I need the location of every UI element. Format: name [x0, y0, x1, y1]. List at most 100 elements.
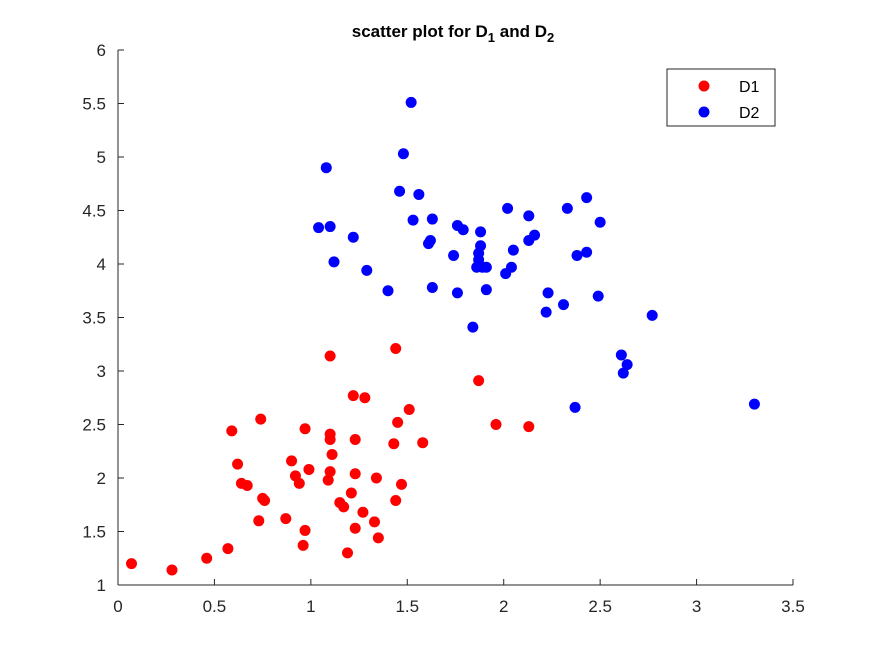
data-point-d1 — [324, 428, 336, 440]
chart-title-part: and D — [495, 22, 547, 41]
data-point-d2 — [328, 256, 340, 268]
data-point-d2 — [394, 185, 406, 197]
data-point-d2 — [505, 261, 517, 273]
data-point-d2 — [507, 244, 519, 256]
data-point-d1 — [222, 543, 234, 555]
data-point-d1 — [299, 524, 311, 536]
data-point-d1 — [342, 547, 353, 559]
data-point-d2 — [571, 249, 583, 261]
y-tick-label: 6 — [97, 41, 106, 60]
data-point-d1 — [293, 477, 305, 489]
data-point-d1 — [297, 539, 309, 551]
data-point-d2 — [457, 224, 469, 236]
data-point-d2 — [451, 287, 463, 299]
data-point-d1 — [255, 413, 267, 425]
data-point-d1 — [349, 433, 361, 445]
x-tick-label: 2 — [499, 597, 508, 616]
data-point-d2 — [617, 367, 629, 379]
data-point-d1 — [490, 419, 502, 430]
data-point-d2 — [561, 202, 573, 214]
data-point-d2 — [407, 214, 419, 226]
data-point-d2 — [581, 192, 593, 204]
data-point-d1 — [201, 552, 213, 564]
data-point-d1 — [473, 375, 485, 387]
data-points — [126, 96, 760, 576]
data-point-d1 — [232, 458, 244, 470]
data-point-d1 — [338, 501, 350, 513]
data-point-d2 — [523, 210, 535, 222]
legend-marker-d1 — [698, 80, 710, 92]
data-point-d1 — [396, 478, 407, 490]
data-point-d1 — [390, 343, 402, 355]
y-tick-label: 5 — [97, 148, 106, 167]
x-tick-label: 3.5 — [781, 597, 805, 616]
data-point-d2 — [558, 299, 569, 311]
y-tick-label: 1 — [97, 576, 106, 595]
legend-label-d2: D2 — [739, 105, 760, 122]
x-tick-label: 1 — [306, 597, 315, 616]
data-point-d2 — [347, 231, 359, 243]
data-point-d1 — [299, 423, 311, 435]
y-tick-label: 3.5 — [82, 309, 106, 328]
series-d2 — [313, 96, 760, 413]
data-point-d1 — [390, 494, 402, 506]
data-point-d1 — [359, 392, 371, 404]
data-point-d1 — [326, 448, 338, 460]
data-point-d1 — [417, 437, 429, 449]
data-point-d1 — [388, 438, 400, 450]
data-point-d2 — [426, 213, 438, 225]
data-point-d2 — [320, 162, 332, 174]
x-tick-label: 3 — [692, 597, 701, 616]
data-point-d2 — [405, 96, 417, 108]
chart-title-part: 1 — [488, 30, 495, 45]
x-tick-label: 0 — [113, 597, 122, 616]
data-point-d2 — [615, 349, 627, 361]
axes: 0 0.5 1 1.5 2 2.5 3 3.5 1 1.5 2 2.5 3 3.5 4 4.5 5 5.5 6 — [82, 41, 804, 616]
y-tick-label: 1.5 — [82, 523, 106, 542]
data-point-d2 — [542, 287, 554, 299]
data-point-d2 — [426, 282, 438, 294]
data-point-d1 — [226, 425, 238, 437]
y-tick-label: 4.5 — [82, 202, 106, 221]
data-point-d1 — [253, 515, 265, 527]
data-point-d2 — [594, 216, 606, 228]
data-point-d1 — [322, 474, 334, 486]
data-point-d2 — [480, 284, 492, 296]
chart-title-part: scatter plot for D — [352, 22, 488, 41]
y-tick-label: 4 — [97, 255, 106, 274]
data-point-d2 — [569, 401, 581, 413]
x-tick-label: 1.5 — [395, 597, 419, 616]
data-point-d2 — [361, 264, 373, 276]
data-point-d2 — [424, 234, 436, 246]
data-point-d1 — [357, 506, 369, 518]
data-point-d2 — [581, 246, 593, 258]
chart-title: scatter plot for D1 and D2 — [352, 22, 554, 45]
data-point-d1 — [324, 350, 336, 362]
x-tick-label: 0.5 — [203, 597, 227, 616]
chart-title-part: 2 — [547, 30, 554, 45]
x-tick-label: 2.5 — [588, 597, 612, 616]
legend-label-d1: D1 — [739, 79, 760, 96]
y-tick-label: 3 — [97, 362, 106, 381]
y-tick-label: 5.5 — [82, 95, 106, 114]
data-point-d2 — [382, 285, 394, 297]
data-point-d2 — [529, 229, 541, 241]
data-point-d1 — [259, 494, 271, 506]
data-point-d2 — [397, 148, 409, 160]
series-d1 — [126, 343, 535, 576]
y-tick-label: 2.5 — [82, 416, 106, 435]
data-point-d1 — [166, 564, 178, 576]
data-point-d2 — [592, 290, 604, 302]
data-point-d2 — [480, 261, 492, 273]
data-point-d1 — [370, 472, 382, 484]
data-point-d2 — [475, 226, 487, 238]
data-point-d1 — [349, 522, 361, 534]
data-point-d2 — [448, 249, 460, 261]
data-point-d2 — [502, 202, 514, 214]
data-point-d1 — [372, 532, 384, 544]
data-point-d1 — [349, 468, 361, 480]
data-point-d2 — [475, 240, 487, 252]
data-point-d2 — [748, 398, 760, 410]
data-point-d1 — [286, 455, 298, 467]
